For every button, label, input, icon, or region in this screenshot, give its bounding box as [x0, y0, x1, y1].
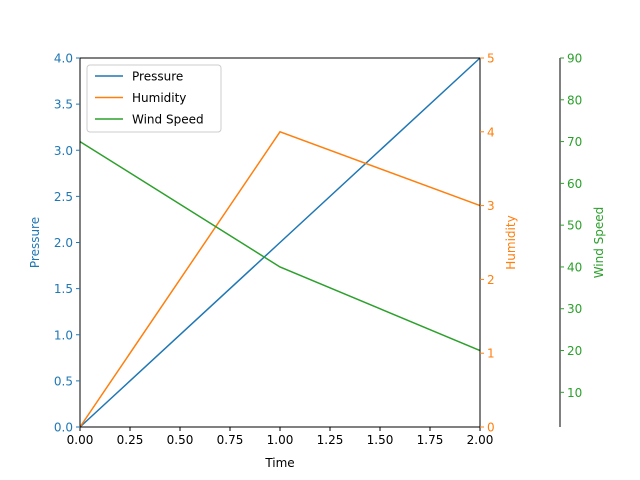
- right1-tick-label-3: 3: [487, 199, 495, 213]
- left-tick-label-2: 1.0: [54, 328, 73, 342]
- x-tick-label-5: 1.25: [317, 433, 344, 447]
- right1-tick-label-5: 5: [487, 52, 495, 66]
- legend-label-1: Humidity: [132, 91, 186, 105]
- series-line-1: [79, 130, 481, 428]
- left-tick-label-0: 0.0: [54, 421, 73, 435]
- right2-tick-label-8: 90: [567, 52, 582, 66]
- x-tick-label-7: 1.75: [417, 433, 444, 447]
- axes: 0.00 0.25 0.50 0.75 1.00 1.25 1.50 1.75 2.000.00…: [28, 52, 606, 448]
- right2-tick-label-4: 50: [567, 219, 582, 233]
- series-line-0: [79, 57, 481, 428]
- left-tick-label-8: 4.0: [54, 52, 73, 66]
- right2-tick-label-5: 60: [567, 177, 582, 191]
- plot-lines: [79, 57, 481, 428]
- left-axis-label: Pressure: [28, 217, 42, 268]
- left-tick-label-4: 2.0: [54, 236, 73, 250]
- x-tick-label-1: 0.25: [117, 433, 144, 447]
- x-tick-label-2: 0.50: [167, 433, 194, 447]
- x-tick-label-0: 0.00: [67, 433, 94, 447]
- right1-tick-label-4: 4: [487, 125, 495, 139]
- left-tick-label-5: 2.5: [54, 190, 73, 204]
- x-tick-label-4: 1.00: [267, 433, 294, 447]
- right1-tick-label-0: 0: [487, 421, 495, 435]
- right2-tick-label-0: 10: [567, 386, 582, 400]
- right1-tick-label-2: 2: [487, 273, 495, 287]
- legend: Pressure Humidity Wind Speed: [86, 64, 222, 133]
- right2-tick-label-3: 40: [567, 260, 582, 274]
- legend-label-0: Pressure: [132, 70, 183, 84]
- legend-label-2: Wind Speed: [132, 113, 204, 127]
- right2-axis-label: Wind Speed: [592, 207, 606, 279]
- left-tick-label-7: 3.5: [54, 98, 73, 112]
- series-line-2: [79, 140, 481, 352]
- right2-tick-label-2: 30: [567, 302, 582, 316]
- right1-axis-label: Humidity: [504, 215, 518, 269]
- x-tick-label-8: 2.00: [467, 433, 494, 447]
- right1-tick-label-1: 1: [487, 347, 495, 361]
- right2-tick-label-1: 20: [567, 344, 582, 358]
- right2-tick-label-6: 70: [567, 135, 582, 149]
- left-tick-label-3: 1.5: [54, 282, 73, 296]
- x-axis-label: Time: [264, 456, 294, 470]
- x-tick-label-3: 0.75: [217, 433, 244, 447]
- left-tick-label-6: 3.0: [54, 144, 73, 158]
- x-tick-label-6: 1.50: [367, 433, 394, 447]
- legend-box: [86, 64, 222, 133]
- right2-tick-label-7: 80: [567, 93, 582, 107]
- left-tick-label-1: 0.5: [54, 374, 73, 388]
